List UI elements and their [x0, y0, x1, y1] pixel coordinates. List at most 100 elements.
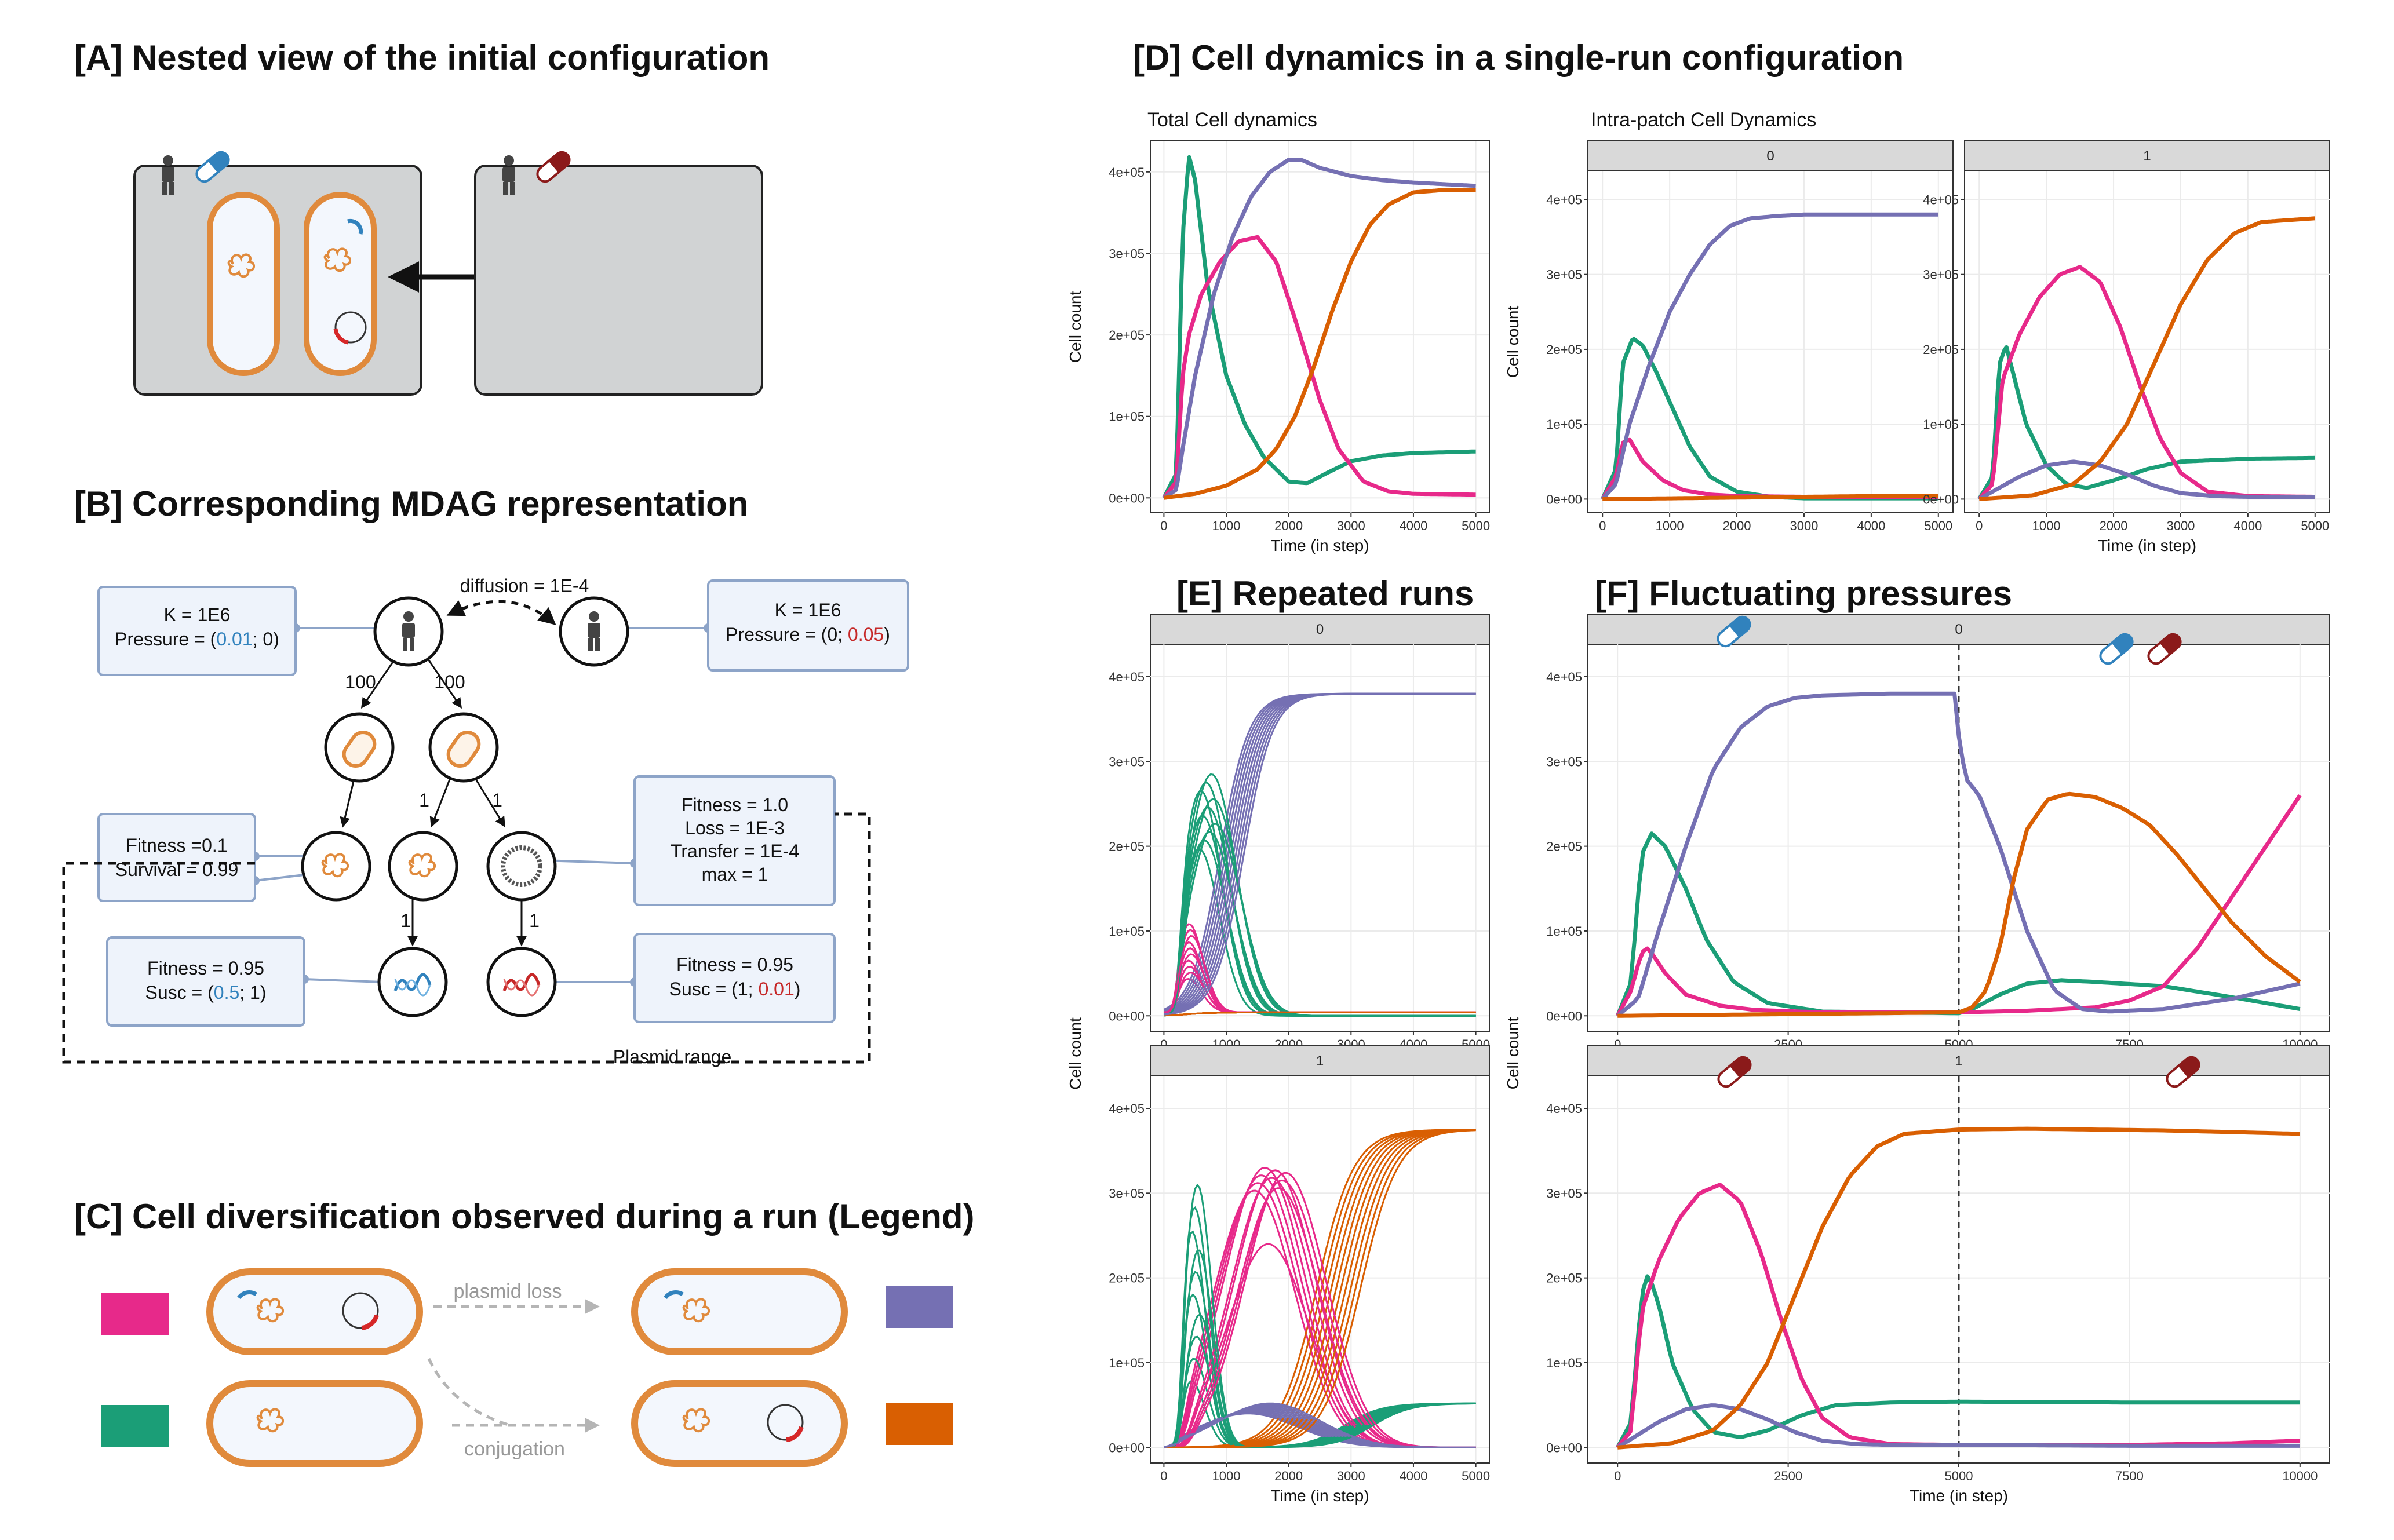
- edge-weight: 1: [529, 910, 540, 931]
- bacterium-cell-plasmid: [304, 192, 377, 376]
- series-line-orange: [1602, 494, 1938, 501]
- plot-area: [1587, 170, 1954, 513]
- x-tick-label: 0: [1976, 519, 1983, 533]
- series-line-orange: [1978, 216, 2315, 501]
- chart-D-patch0: 0 0 1000 2000 3000 4000 5000 0e+00 1e+05 2e+05 3e+…: [1504, 140, 1954, 533]
- facet-strip-label: 1: [2143, 148, 2151, 164]
- x-tick-label: 5000: [1462, 519, 1490, 533]
- legend-cell-chromo-blue: [631, 1268, 848, 1355]
- y-tick-label: 0e+00: [1109, 1009, 1145, 1023]
- node-plasmid: [486, 831, 557, 902]
- x-tick-label: 2000: [1274, 1469, 1303, 1483]
- edge-weight: 100: [345, 672, 376, 692]
- y-tick-label: 4e+05: [1109, 165, 1145, 180]
- plot-area: [1150, 140, 1490, 513]
- chart-E-0: 00 1000 2000 3000 4000 50000e+001e+052e+053e+…: [1109, 614, 1490, 1052]
- svg-text:Pressure = (0; 0.05): Pressure = (0; 0.05): [726, 624, 890, 645]
- y-tick-label: 0e+00: [1546, 492, 1582, 506]
- x-tick-label: 10000: [2282, 1469, 2318, 1483]
- node-chromosome-left: [301, 831, 371, 902]
- run-line-purple: [1164, 1402, 1476, 1448]
- plasmid-range-label: Plasmid range: [613, 1046, 732, 1067]
- chart-D-total: 0 1000 2000 3000 4000 5000 0e+00 1e+05 2e+05 3e+0…: [1066, 140, 1490, 554]
- panel-b-title: [B] Corresponding MDAG representation: [74, 484, 748, 523]
- svg-text:K = 1E6: K = 1E6: [164, 604, 231, 625]
- y-axis-title: Cell count: [1066, 1017, 1084, 1090]
- panel-d-title: [D] Cell dynamics in a single-run config…: [1133, 38, 1904, 77]
- legend-swatch-orange: [886, 1403, 953, 1445]
- y-tick-label: 1e+05: [1109, 410, 1145, 424]
- series-line-pink: [1162, 235, 1476, 499]
- chart-F-0: 00 2500 5000 7500 100000e+001e+052e+053e+054…: [1546, 614, 2330, 1052]
- y-tick-label: 1e+05: [1109, 1356, 1145, 1370]
- series-line-purple: [1163, 158, 1476, 500]
- subtitle-intra: Intra-patch Cell Dynamics: [1591, 109, 1816, 131]
- y-tick-label: 2e+05: [1546, 1271, 1582, 1286]
- conjugation-source-curve: [427, 1357, 511, 1427]
- legend-swatch-green: [101, 1405, 169, 1447]
- series-line-green: [1977, 345, 2315, 501]
- run-line-green: [1164, 1313, 1476, 1448]
- patch-left: [133, 148, 422, 396]
- plasmid-range-boundary: [62, 812, 871, 1064]
- facet-strip: [1150, 1045, 1490, 1076]
- edge-weight: 100: [434, 672, 465, 692]
- x-tick-label: 4000: [1399, 519, 1427, 533]
- node-gene-red: [486, 947, 557, 1017]
- x-axis-title: Time (in step): [1270, 537, 1369, 554]
- series-line-orange: [1617, 1126, 2300, 1450]
- run-line-purple: [1164, 692, 1476, 1016]
- panel-c-title: [C] Cell diversification observed during…: [74, 1197, 975, 1236]
- resistance-gene-red: [333, 328, 349, 345]
- y-tick-label: 2e+05: [1109, 840, 1145, 854]
- x-tick-label: 1000: [1212, 1469, 1241, 1483]
- y-tick-label: 3e+05: [1546, 754, 1582, 769]
- x-tick-label: 5000: [1462, 1469, 1490, 1483]
- x-tick-label: 7500: [2115, 1469, 2144, 1483]
- mdag-edges: [340, 600, 556, 947]
- series-line-purple: [1616, 691, 2301, 1018]
- x-tick-label: 2000: [2100, 519, 2128, 533]
- svg-text:Fitness =0.1: Fitness =0.1: [126, 835, 227, 856]
- panel-f-title: [F] Fluctuating pressures: [1595, 574, 2012, 613]
- series-line-green: [1616, 1274, 2300, 1448]
- plasmid-icon: [334, 311, 367, 344]
- x-tick-label: 0: [1599, 519, 1606, 533]
- x-tick-label: 3000: [1790, 519, 1818, 533]
- facet-strip: [1587, 1045, 2330, 1076]
- y-tick-label: 1e+05: [1923, 417, 1959, 432]
- y-tick-label: 0e+00: [1546, 1440, 1582, 1455]
- edge-weight: 1: [492, 790, 502, 811]
- node-host-right: [559, 596, 629, 667]
- node-chromosome-right: [388, 831, 458, 902]
- x-tick-label: 2000: [1274, 519, 1303, 533]
- legend-cell-chromo-plasmid: [631, 1380, 848, 1467]
- x-tick-label: 2000: [1723, 519, 1751, 533]
- svg-text:Pressure = (0.01; 0): Pressure = (0.01; 0): [115, 629, 279, 649]
- facet-strip: [1587, 614, 2330, 645]
- panel-e-title: [E] Repeated runs: [1176, 574, 1474, 613]
- edge-weight: 1: [419, 790, 429, 811]
- series-line-orange: [1163, 188, 1476, 500]
- svg-text:Transfer = 1E-4: Transfer = 1E-4: [671, 841, 799, 862]
- facet-strip-label: 1: [1316, 1053, 1324, 1069]
- edge-weight: 1: [400, 910, 411, 931]
- y-tick-label: 1e+05: [1109, 924, 1145, 939]
- y-tick-label: 4e+05: [1546, 670, 1582, 684]
- y-tick-label: 4e+05: [1923, 192, 1959, 207]
- x-tick-label: 3000: [2166, 519, 2195, 533]
- x-tick-label: 1000: [1656, 519, 1684, 533]
- node-gene-blue: [377, 947, 448, 1017]
- svg-text:Fitness = 0.95: Fitness = 0.95: [147, 958, 264, 979]
- facet-strip: [1964, 140, 2330, 171]
- series-line-purple: [1601, 212, 1938, 501]
- y-tick-label: 1e+05: [1546, 417, 1582, 432]
- panel-a-title: [A] Nested view of the initial configura…: [74, 38, 770, 77]
- y-tick-label: 4e+05: [1546, 192, 1582, 207]
- chart-F-1: 1 0 2500 5000 7500 10000 0e+00 1e+05 2e+05 3e+05 4…: [1546, 1045, 2330, 1505]
- param-box-fitness-survival: Fitness =0.1 Survival = 0.99: [97, 813, 256, 902]
- plots-layer: 0 1000 2000 3000 4000 5000 0e+00 1e+05 2e+05 3e+0…: [1066, 140, 2330, 1505]
- x-tick-label: 3000: [1337, 519, 1365, 533]
- plasmid-loss-label: plasmid loss: [453, 1280, 562, 1302]
